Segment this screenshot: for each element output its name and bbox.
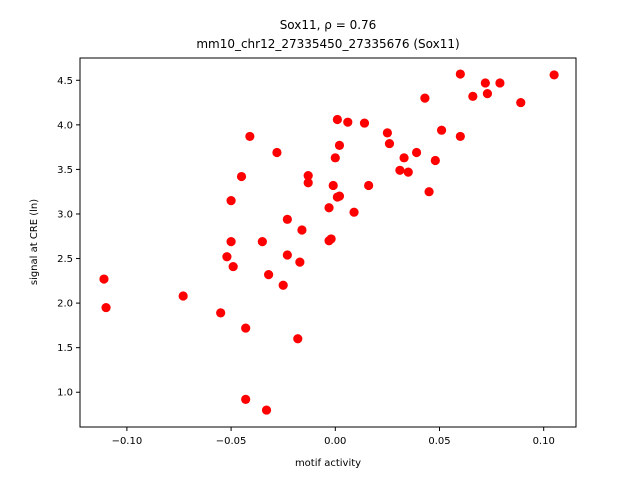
data-point-8 [228,261,238,272]
data-point-18 [282,214,292,224]
y-tick-label: 3.0 [57,209,73,220]
data-point-46 [430,155,440,166]
data-point-34 [343,117,353,127]
data-point-55 [549,70,559,80]
data-point-36 [359,118,370,128]
data-point-14 [261,405,272,415]
data-point-7 [226,237,236,247]
data-point-27 [326,234,336,244]
y-tick-label: 4.5 [57,76,73,87]
data-point-25 [324,203,334,213]
x-tick-label: 0.10 [533,436,555,447]
data-point-39 [384,138,395,149]
x-tick-label: 0.00 [324,436,346,447]
data-point-23 [303,171,313,181]
data-point-13 [257,237,267,247]
plot-frame [79,57,577,428]
y-axis-ticks: 1.0 1.5 2.0 2.5 3.0 3.5 4.0 4.5 [57,76,80,399]
chart-title-line1: Sox11, ρ = 0.76 [280,18,377,32]
data-point-9 [236,171,247,182]
y-axis-label: signal at CRE (ln) [29,199,40,285]
data-point-28 [328,180,338,191]
data-point-53 [495,78,505,88]
data-point-50 [468,91,478,101]
data-point-45 [424,187,434,197]
data-point-30 [332,114,342,125]
data-point-41 [399,153,409,163]
data-point-52 [482,89,493,99]
x-tick-label: −0.05 [216,436,247,447]
data-point-44 [420,93,430,103]
data-point-54 [516,97,526,108]
data-point-4 [216,308,226,318]
data-point-24 [303,178,313,188]
data-point-19 [282,250,292,260]
data-point-38 [382,128,392,138]
data-point-5 [222,252,232,262]
data-point-48 [455,69,465,79]
data-point-42 [403,167,413,177]
data-points [99,69,559,415]
data-point-37 [364,180,374,191]
data-point-29 [330,153,340,163]
data-point-12 [245,131,255,142]
y-tick-label: 1.5 [57,343,73,354]
data-point-21 [295,257,305,267]
y-tick-label: 2.5 [57,254,73,265]
y-tick-label: 2.0 [57,299,73,310]
data-point-20 [293,334,303,344]
data-point-51 [480,78,490,88]
y-tick-label: 4.0 [57,120,73,131]
x-tick-label: 0.05 [428,436,450,447]
x-axis-ticks: −0.10 −0.05 0.00 0.05 0.10 [112,427,555,447]
data-point-22 [297,225,307,235]
data-point-32 [334,140,345,150]
data-point-47 [436,125,447,135]
data-point-16 [272,147,282,158]
data-point-2 [101,302,111,313]
x-axis-label: motif activity [295,458,361,469]
data-point-10 [241,323,251,333]
data-point-17 [278,280,288,290]
x-tick-label: −0.10 [112,436,143,447]
data-point-11 [241,394,251,404]
y-tick-label: 1.0 [57,388,73,399]
data-point-35 [349,207,359,217]
data-point-40 [395,165,405,175]
data-point-1 [99,274,109,284]
data-point-33 [334,191,345,201]
y-tick-label: 3.5 [57,165,73,176]
data-point-6 [226,196,236,206]
chart-title-line2: mm10_chr12_27335450_27335676 (Sox11) [196,37,459,51]
data-point-49 [455,131,465,142]
data-point-3 [178,291,188,301]
data-point-15 [264,269,274,280]
data-point-43 [411,147,422,158]
